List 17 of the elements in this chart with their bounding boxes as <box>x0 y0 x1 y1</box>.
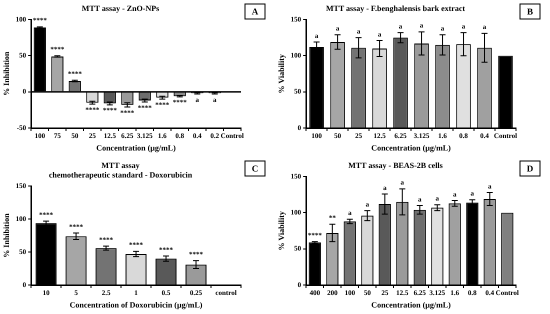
x-axis-title: Concentration (µg/mL) <box>371 300 452 310</box>
chart-title: MTT assay - BEAS-2B cells <box>348 160 443 170</box>
y-axis-title: % Viability <box>276 211 286 250</box>
chart-title: MTT assay <box>101 160 140 170</box>
chart-subtitle: chemotherapeutic standard - Doxorubicin <box>48 170 193 180</box>
x-axis-title: Concentration of Doxorubicin (µg/mL) <box>70 300 203 310</box>
text: C <box>252 163 258 174</box>
y-axis-title: % Inhibition <box>2 212 11 258</box>
y-axis-title: % Viability <box>276 54 286 94</box>
chart-title: MTT assay - ZnO-NPs <box>82 4 160 13</box>
x-axis-title: Concentration (µg/mL) <box>96 143 176 152</box>
text: B <box>526 6 534 16</box>
text: D <box>526 163 534 174</box>
chart-title: MTT assay - F.benghalensis bark extract <box>326 4 466 13</box>
y-axis-title: % Inhibition <box>2 51 11 96</box>
x-axis-title: Concentration (µg/mL) <box>371 143 452 152</box>
text: A <box>252 6 259 16</box>
